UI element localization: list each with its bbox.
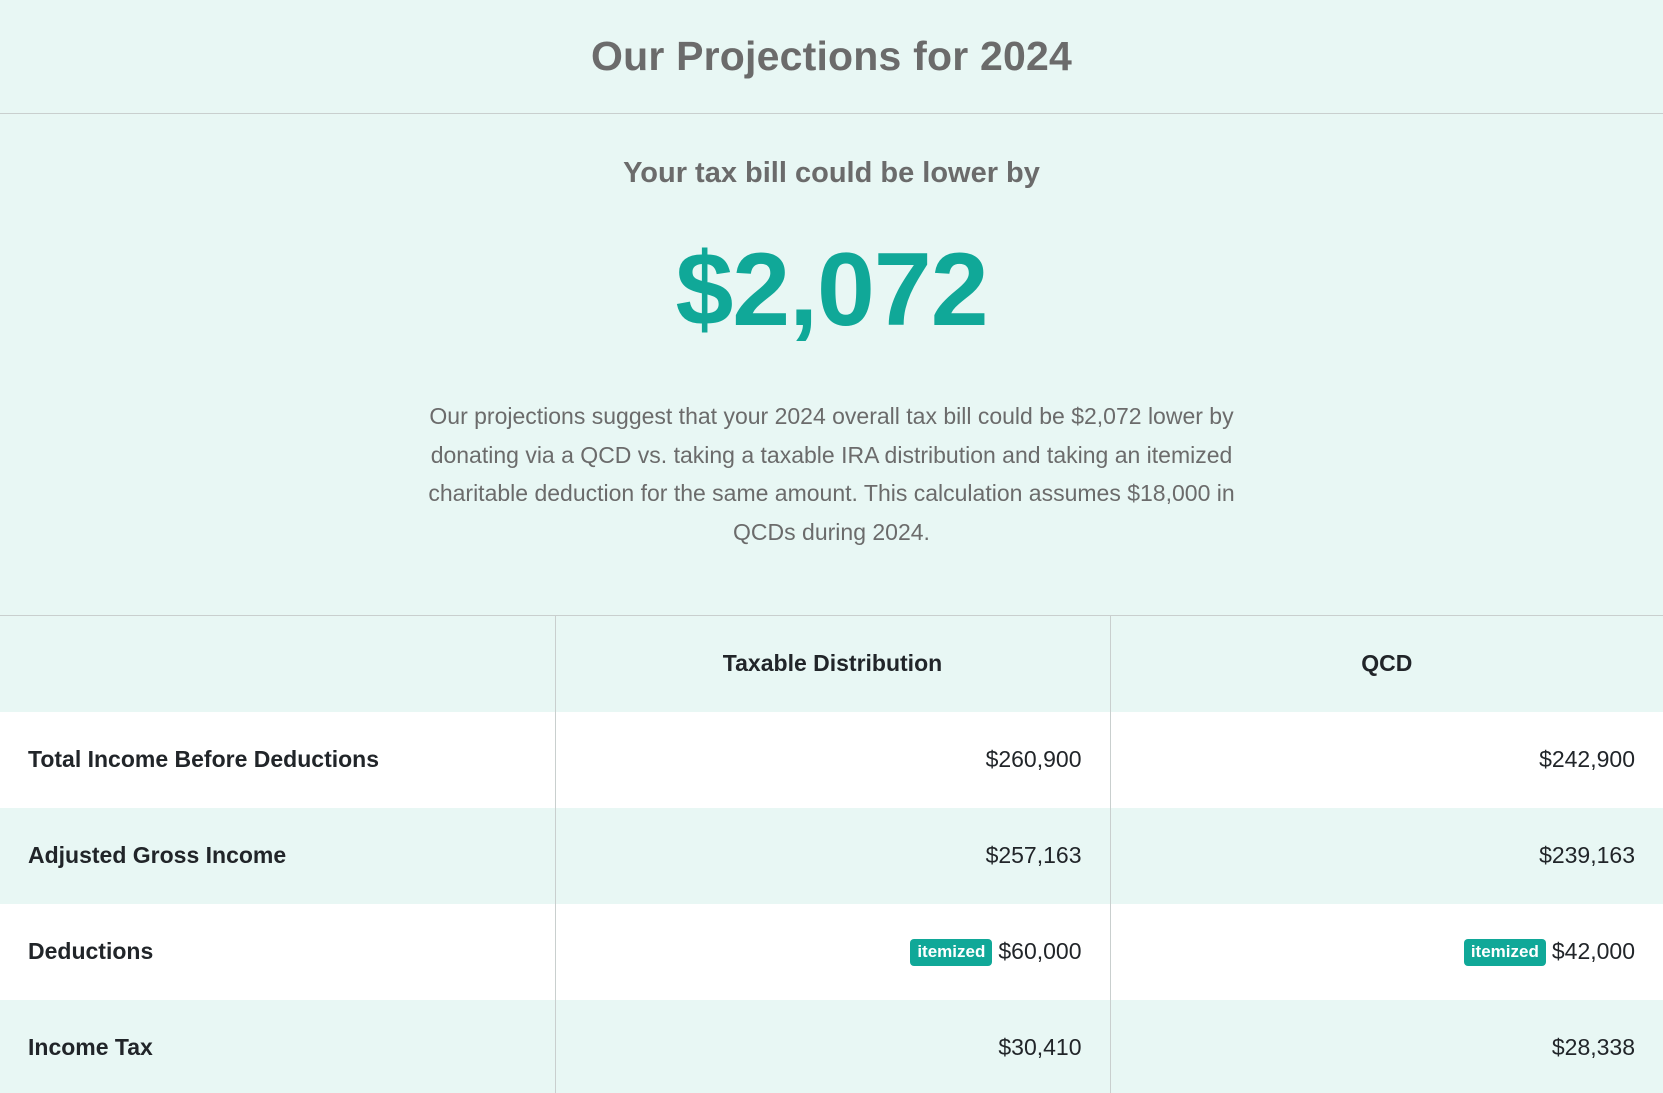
taxable-value: $60,000 [998, 937, 1082, 964]
itemized-badge: itemized [1463, 938, 1546, 966]
qcd-value: $242,900 [1109, 711, 1663, 808]
column-header-qcd: QCD [1109, 615, 1663, 712]
table-row: Income Tax $30,410 $28,338 [0, 999, 1663, 1093]
qcd-value: $28,338 [1109, 999, 1663, 1093]
qcd-value: $42,000 [1551, 937, 1635, 964]
row-label: Total Income Before Deductions [0, 711, 555, 808]
qcd-value: $239,163 [1109, 807, 1663, 904]
taxable-value: $30,410 [554, 999, 1110, 1093]
column-header-taxable-distribution: Taxable Distribution [554, 615, 1110, 712]
row-label: Deductions [0, 903, 555, 1000]
table-row: Adjusted Gross Income $257,163 $239,163 [0, 807, 1663, 904]
taxable-cell: itemized $60,000 [554, 903, 1110, 1000]
qcd-cell: itemized $42,000 [1109, 903, 1663, 1000]
row-label: Income Tax [0, 999, 555, 1093]
taxable-value: $260,900 [554, 711, 1110, 808]
savings-subtitle: Your tax bill could be lower by [623, 157, 1040, 189]
page-title: Our Projections for 2024 [590, 33, 1072, 79]
row-label: Adjusted Gross Income [0, 807, 555, 904]
page-header: Our Projections for 2024 [0, 0, 1663, 114]
savings-amount: $2,072 [675, 231, 988, 348]
table-row: Total Income Before Deductions $260,900 … [0, 711, 1663, 808]
itemized-badge: itemized [910, 938, 993, 966]
savings-description: Our projections suggest that your 2024 o… [428, 403, 1235, 545]
table-header-row: Taxable Distribution QCD [0, 615, 1663, 712]
comparison-table: Taxable Distribution QCD Total Income Be… [0, 615, 1663, 1093]
column-header-blank [0, 615, 555, 712]
table-row: Deductions itemized $60,000 itemized $42,0… [0, 903, 1663, 1000]
taxable-value: $257,163 [554, 807, 1110, 904]
savings-summary: Your tax bill could be lower by $2,072 O… [0, 114, 1663, 615]
